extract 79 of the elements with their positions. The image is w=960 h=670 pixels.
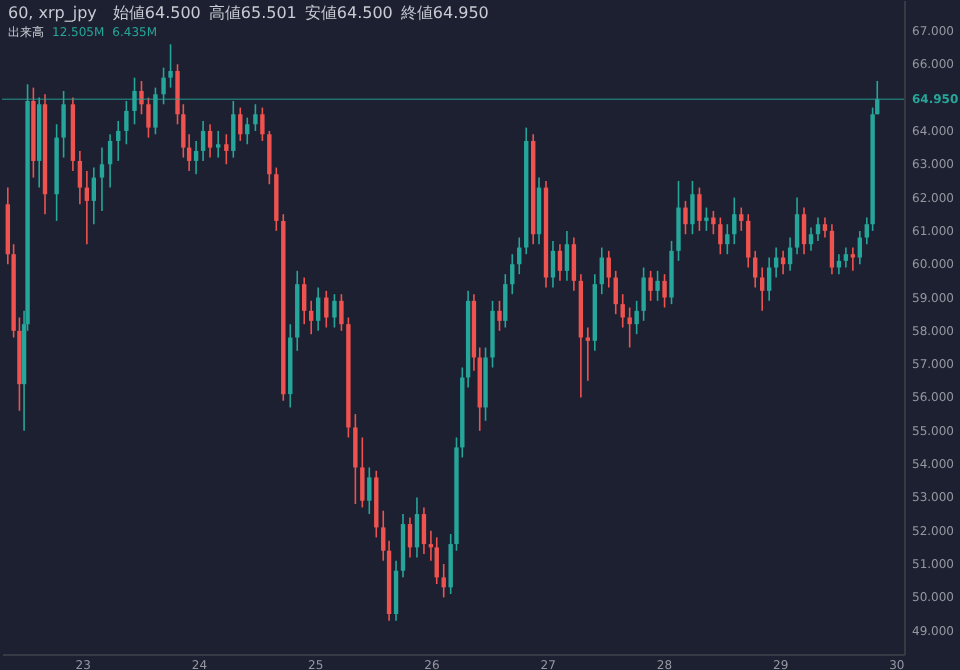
candlestick bbox=[245, 116, 250, 146]
candlestick bbox=[753, 250, 758, 289]
candlestick bbox=[718, 216, 723, 255]
candlestick bbox=[132, 76, 137, 126]
candlestick bbox=[536, 176, 542, 246]
candlestick bbox=[648, 270, 653, 302]
candlestick bbox=[161, 66, 166, 106]
candlestick bbox=[606, 250, 611, 289]
candlestick bbox=[207, 123, 213, 159]
candlestick bbox=[822, 216, 828, 239]
candlestick bbox=[732, 196, 737, 246]
candlestick bbox=[550, 240, 556, 289]
candlestick bbox=[146, 96, 151, 139]
candlestick bbox=[843, 246, 849, 269]
candlestick bbox=[620, 293, 625, 329]
annotation: 安値64.500 bbox=[304, 4, 393, 22]
candlestick bbox=[829, 223, 835, 275]
candlestick bbox=[367, 466, 372, 515]
candlestick bbox=[669, 240, 674, 305]
chart-title: 60, xrp_jpy bbox=[8, 4, 97, 22]
candlestick bbox=[497, 300, 502, 332]
candlestick bbox=[585, 326, 591, 382]
candlestick bbox=[308, 300, 314, 335]
candlestick bbox=[302, 276, 307, 325]
candlestick bbox=[634, 300, 639, 335]
candlestick bbox=[655, 270, 660, 302]
candlestick bbox=[434, 536, 439, 585]
candlestick bbox=[267, 130, 272, 186]
annotation: 始値64.500 bbox=[112, 4, 201, 22]
annotation: 終値64.950 bbox=[400, 4, 489, 22]
candlestick bbox=[153, 86, 158, 136]
candlestick bbox=[224, 133, 229, 166]
candlestick bbox=[564, 230, 570, 282]
candlestick bbox=[641, 266, 646, 322]
candlestick bbox=[116, 120, 121, 162]
candlestick bbox=[836, 253, 842, 275]
candlestick bbox=[124, 100, 129, 146]
candlestick bbox=[99, 146, 105, 212]
candlestick bbox=[441, 563, 446, 599]
candlestick bbox=[697, 186, 702, 232]
candlestick bbox=[231, 100, 236, 159]
candlestick bbox=[216, 130, 221, 159]
candlestick bbox=[746, 213, 751, 269]
candlestick bbox=[421, 506, 427, 555]
candlestick bbox=[168, 43, 173, 89]
annotation: 高値65.501 bbox=[208, 4, 297, 22]
candlestick bbox=[61, 90, 66, 159]
candlestick bbox=[808, 226, 814, 252]
candlestick bbox=[711, 210, 716, 236]
candlestick bbox=[253, 103, 258, 132]
candlestick bbox=[557, 243, 563, 282]
candlestick bbox=[193, 140, 199, 176]
candlestick bbox=[571, 236, 577, 292]
candlestick bbox=[324, 290, 329, 329]
candlestick bbox=[332, 293, 337, 329]
candlestick bbox=[739, 206, 744, 232]
candlestick bbox=[490, 300, 495, 369]
candlestick bbox=[801, 206, 807, 255]
candlestick bbox=[683, 200, 688, 236]
candlestick bbox=[238, 106, 243, 142]
candlestick bbox=[414, 496, 420, 559]
candlestick bbox=[815, 216, 821, 242]
candlestick bbox=[353, 413, 358, 505]
candlestick bbox=[850, 246, 856, 272]
candlestick bbox=[400, 513, 406, 579]
candlestick bbox=[676, 180, 681, 262]
candlestick bbox=[200, 120, 206, 162]
candlestick bbox=[773, 246, 779, 279]
candlestick bbox=[857, 230, 863, 265]
candlestick bbox=[139, 80, 144, 116]
candlestick bbox=[77, 150, 83, 206]
candlestick bbox=[794, 196, 800, 255]
candlestick bbox=[662, 273, 667, 309]
candlestick bbox=[690, 180, 695, 236]
candlestick bbox=[704, 206, 709, 232]
candlestick bbox=[360, 436, 365, 509]
candlestick bbox=[260, 106, 265, 142]
candlestick bbox=[393, 559, 399, 622]
candlestick bbox=[339, 293, 344, 332]
